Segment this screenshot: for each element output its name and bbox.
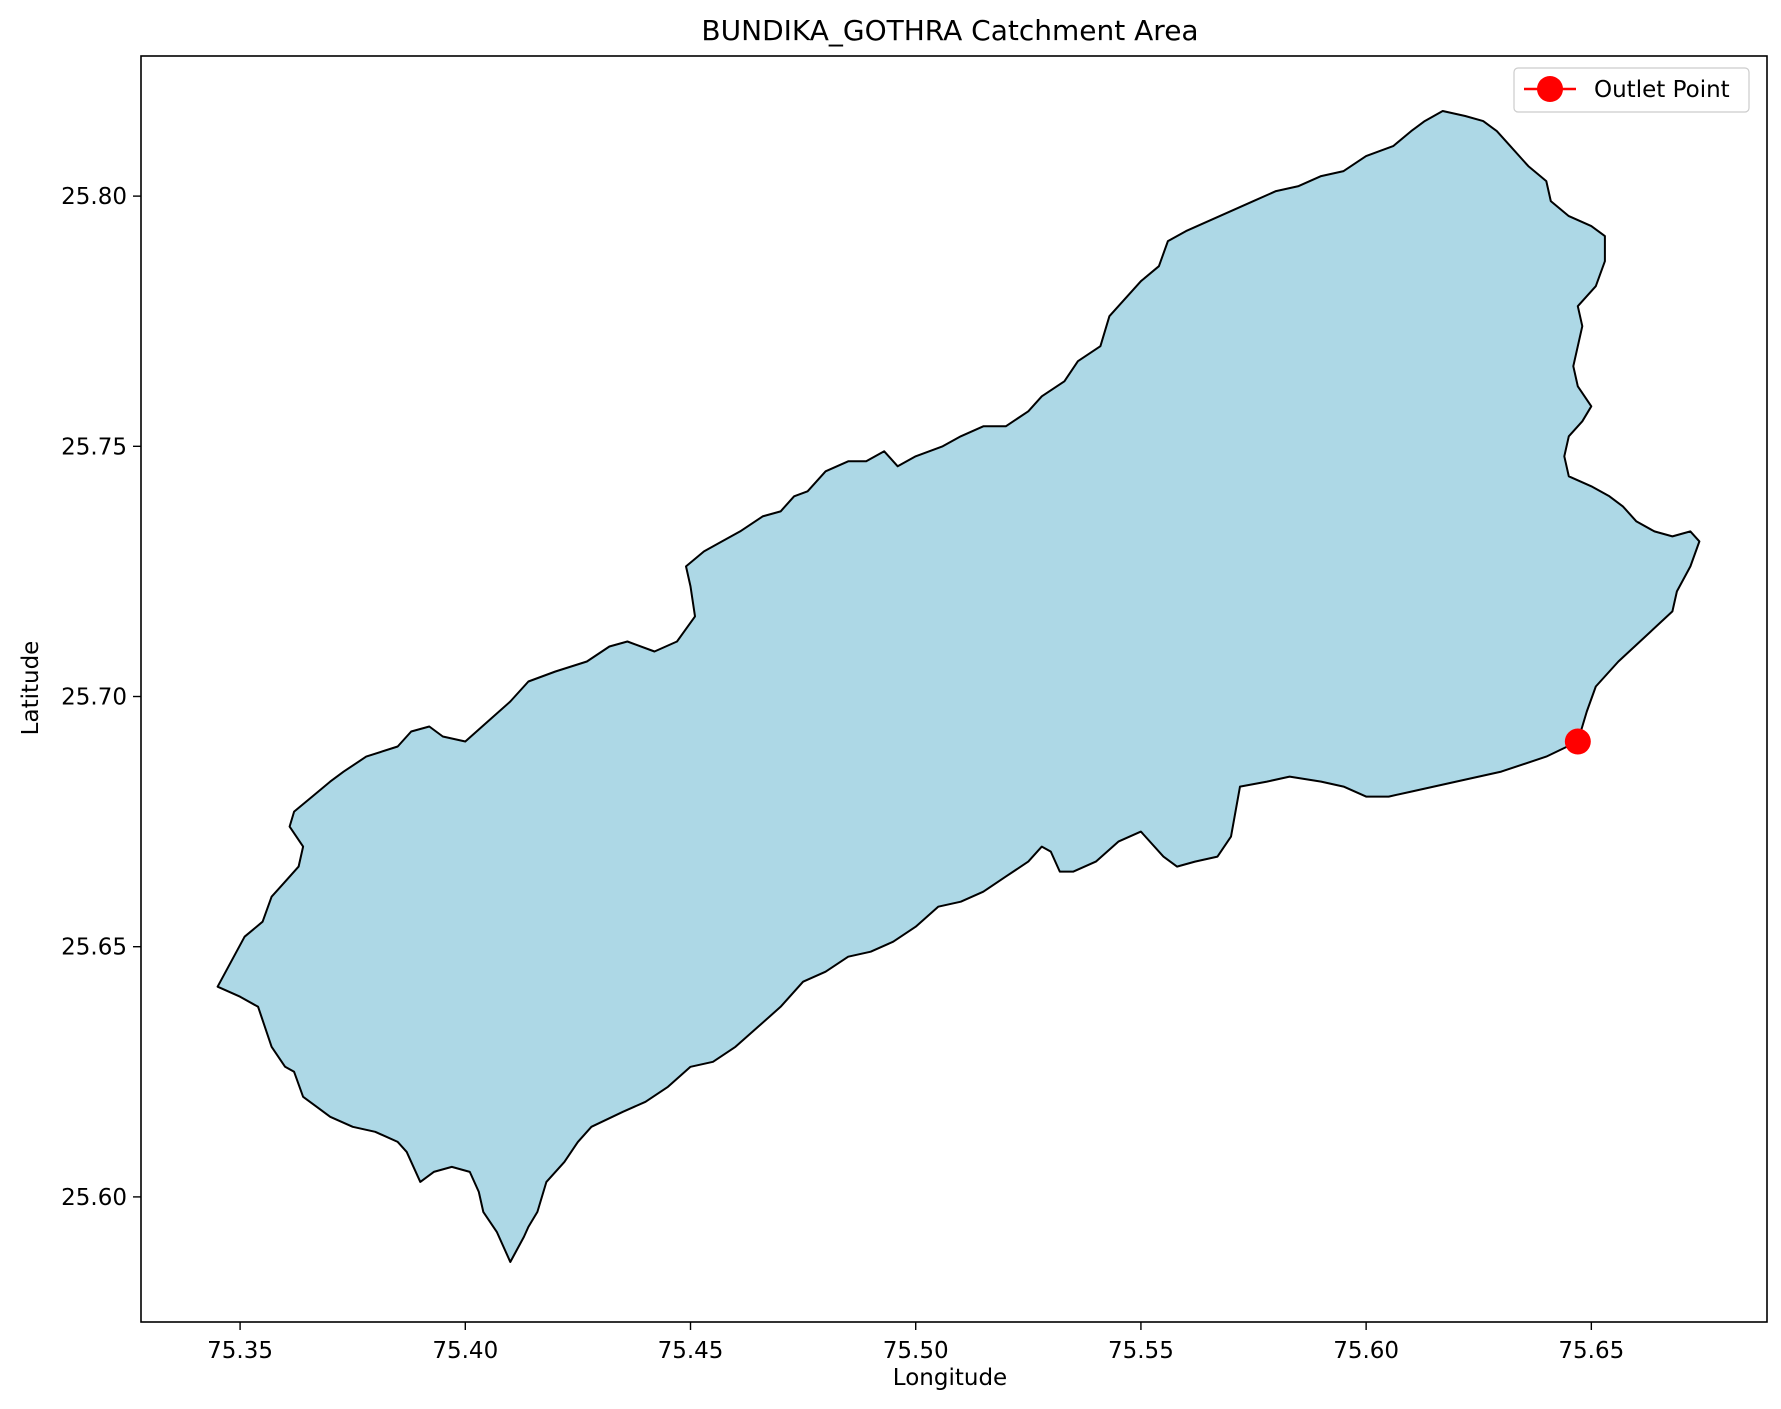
legend: Outlet Point — [1513, 67, 1750, 113]
map-layer — [216, 110, 1701, 1263]
y-axis: 25.60 25.65 25.70 25.75 25.80 — [61, 184, 141, 1211]
outlet-point-marker — [1564, 728, 1591, 755]
x-tick-label: 75.55 — [1108, 1338, 1174, 1364]
legend-box — [1513, 67, 1750, 113]
y-tick-label: 25.65 — [61, 935, 127, 961]
x-tick-label: 75.35 — [207, 1338, 273, 1364]
legend-marker-icon — [1537, 76, 1563, 102]
x-tick-label: 75.50 — [883, 1338, 949, 1364]
x-tick-label: 75.60 — [1333, 1338, 1399, 1364]
x-tick-label: 75.65 — [1558, 1338, 1624, 1364]
x-tick-label: 75.40 — [432, 1338, 498, 1364]
legend-label-outlet-point: Outlet Point — [1594, 77, 1730, 103]
axes-frame — [140, 55, 1768, 1323]
x-axis: 75.35 75.40 75.45 75.50 75.55 75.60 75.65 — [207, 1322, 1624, 1364]
y-axis-label: Latitude — [18, 641, 44, 736]
x-axis-label: Longitude — [893, 1365, 1007, 1391]
x-tick-label: 75.45 — [658, 1338, 724, 1364]
y-tick-label: 25.75 — [61, 434, 127, 460]
map-title: BUNDIKA_GOTHRA Catchment Area — [701, 14, 1198, 47]
catchment-area-polygon — [216, 110, 1701, 1263]
y-tick-label: 25.60 — [61, 1185, 127, 1211]
y-tick-label: 25.70 — [61, 685, 127, 711]
y-tick-label: 25.80 — [61, 184, 127, 210]
